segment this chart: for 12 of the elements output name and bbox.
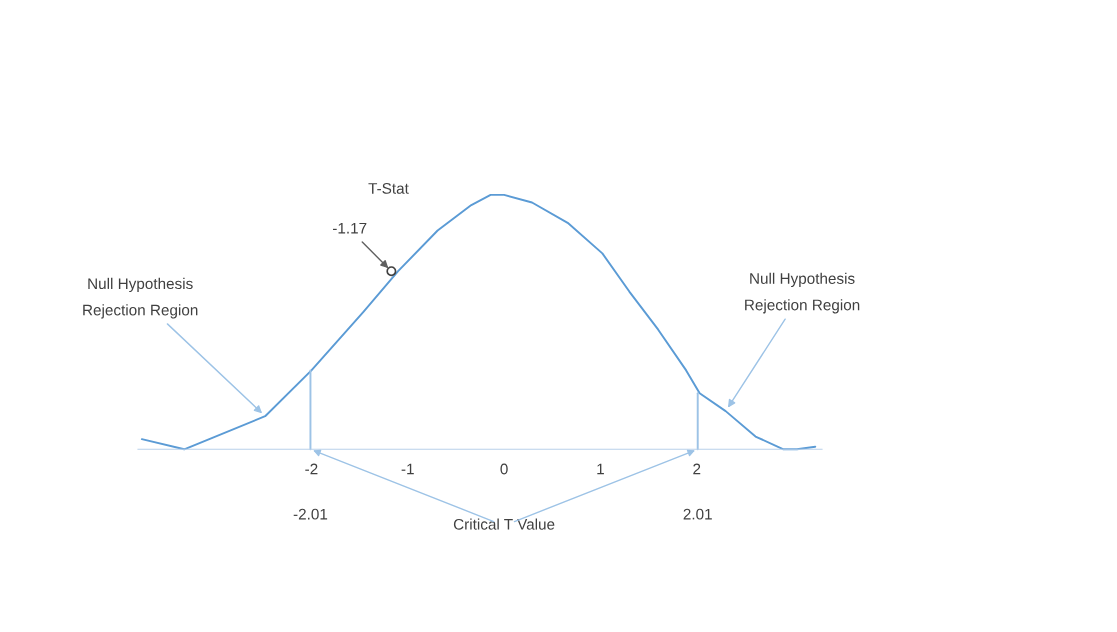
annotation: -1.17	[332, 222, 367, 234]
x-tick-label: 1	[597, 463, 604, 475]
x-tick-label: -1	[401, 463, 414, 475]
text: Critical T Value	[453, 518, 555, 530]
annotation: Null Hypothesis Rejection Region	[745, 272, 860, 314]
annotation: Null Hypothesis Rejection Region	[83, 277, 198, 319]
text: T-Stat	[368, 183, 409, 194]
text: -2.01	[293, 508, 328, 520]
x-tick-label: -2	[305, 463, 318, 475]
text: 2.01	[683, 508, 712, 520]
x-tick-label: 0	[500, 463, 508, 475]
x-tick-label: 2	[693, 463, 701, 475]
